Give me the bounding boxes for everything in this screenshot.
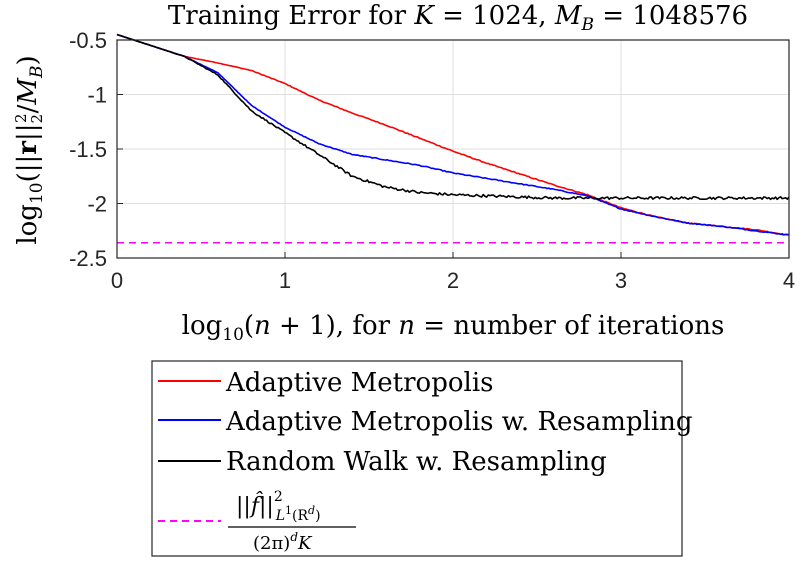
legend-box [151, 360, 683, 557]
legend-label-reference-level: ||f̂||2 L1(Rd) (2π)dK [228, 489, 356, 554]
legend: Adaptive Metropolis Adaptive Metropolis … [151, 360, 693, 557]
y-ticks: -0.5 -1 -1.5 -2 -2.5 [69, 28, 123, 271]
series-layer [116, 33, 790, 244]
y-tick-label: -2 [87, 192, 107, 217]
y-axis-label: log10(||r||22/MB) [12, 55, 47, 244]
x-axis-label: log10(n + 1), for n = number of iteratio… [182, 311, 725, 345]
y-tick-label: -1.5 [69, 137, 107, 162]
legend-label-random-walk-resampling: Random Walk w. Resampling [226, 447, 607, 477]
x-ticks: 0 1 2 3 4 [111, 252, 795, 293]
x-tick-label: 2 [447, 268, 459, 293]
x-tick-label: 3 [615, 268, 627, 293]
series-random-walk-w-resampling [116, 33, 790, 201]
legend-label-adaptive-metropolis-resampling: Adaptive Metropolis w. Resampling [225, 407, 693, 437]
reference-formula-denominator: (2π)dK [253, 530, 313, 554]
y-tick-label: -1 [87, 83, 107, 108]
series-adaptive-metropolis-w-resampling [116, 33, 790, 237]
legend-label-adaptive-metropolis: Adaptive Metropolis [225, 368, 493, 398]
y-tick-label: -0.5 [69, 28, 107, 53]
reference-formula-numerator: ||f̂||2 L1(Rd) [236, 489, 321, 524]
x-tick-label: 4 [783, 268, 795, 293]
x-tick-label: 1 [279, 268, 291, 293]
y-tick-label: -2.5 [69, 246, 107, 271]
x-tick-label: 0 [111, 268, 123, 293]
chart-title: Training Error for K = 1024, MB = 104857… [168, 1, 748, 35]
